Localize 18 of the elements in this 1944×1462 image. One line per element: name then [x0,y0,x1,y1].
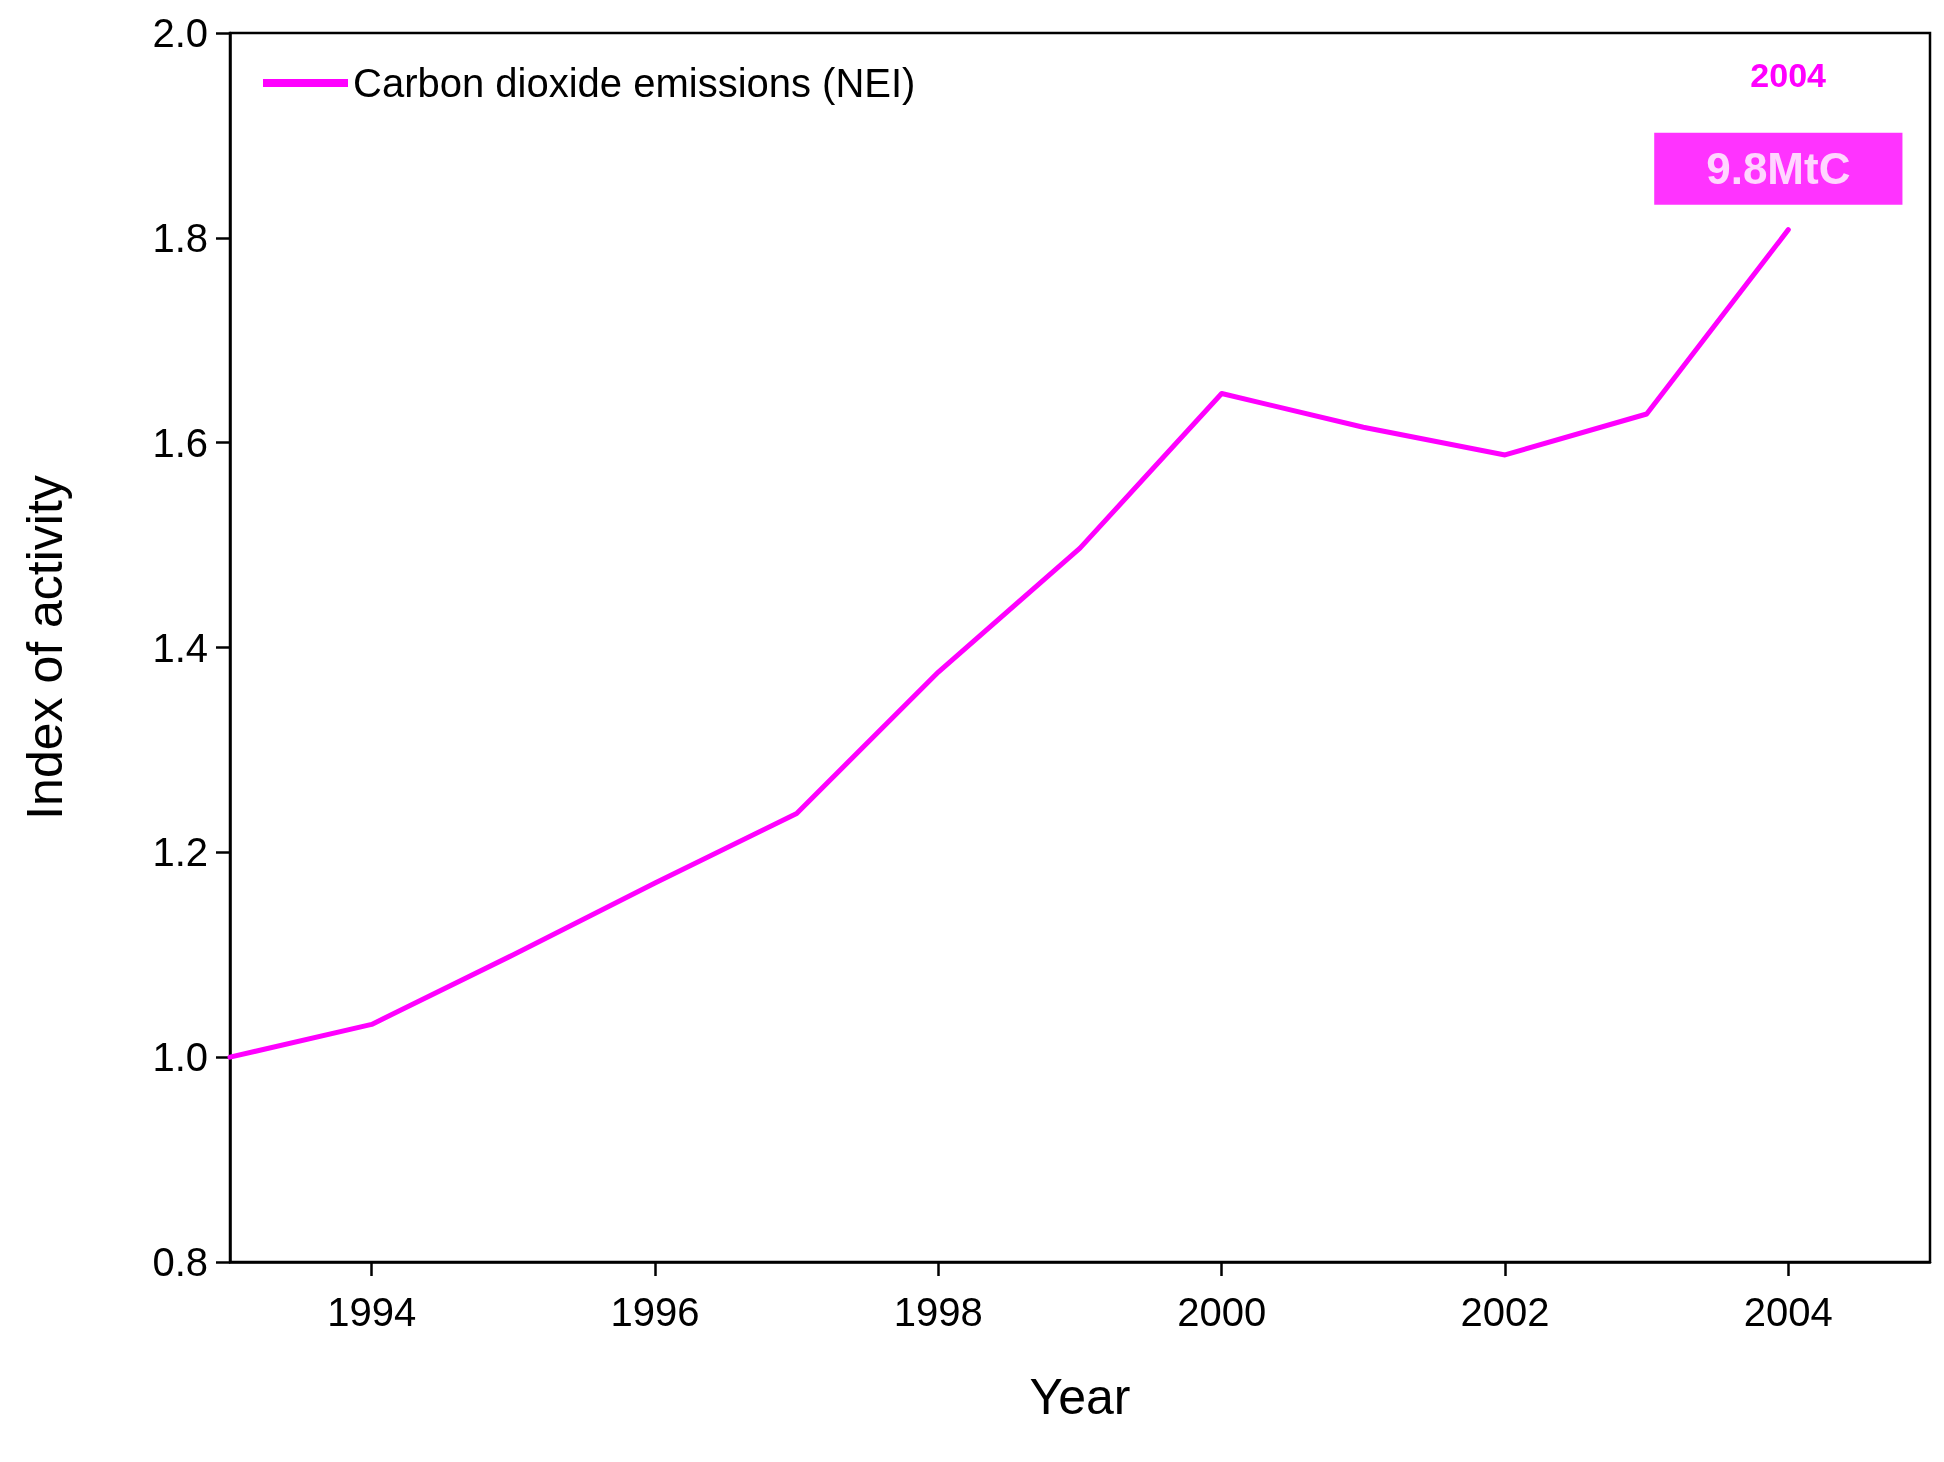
x-tick-label: 2000 [1177,1290,1267,1334]
x-tick-label: 1998 [893,1290,983,1334]
x-tick-label: 1996 [610,1290,700,1334]
y-tick-label: 2.0 [152,11,208,55]
annotation: 9.8MtC [1706,144,1851,194]
y-tick-label: 1.2 [152,830,208,875]
x-tick-label: 2002 [1460,1290,1550,1334]
annotation: 2004 [1750,56,1827,94]
y-tick-label: 1.6 [152,420,208,465]
y-tick-label: 0.8 [152,1240,208,1284]
x-axis-title: Year [1029,1369,1131,1425]
y-axis-title: Index of activity [17,475,73,820]
y-tick-label: 1.4 [152,625,208,670]
y-tick-label: 1.0 [152,1035,208,1080]
y-tick-label: 1.8 [152,215,208,260]
x-tick-label: 1994 [327,1290,417,1334]
legend-label: Carbon dioxide emissions (NEI) [353,61,916,105]
x-tick-label: 2004 [1743,1290,1833,1334]
